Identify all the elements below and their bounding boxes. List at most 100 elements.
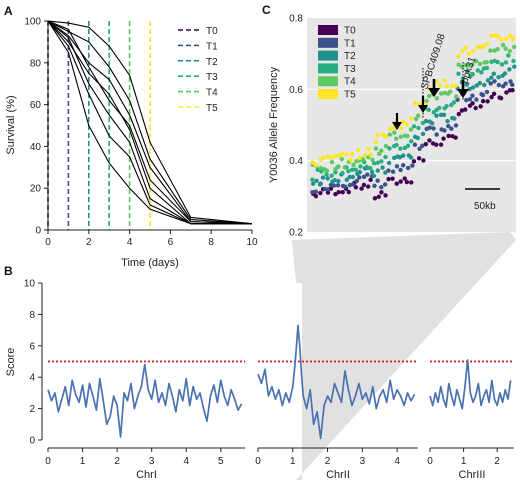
allele-legend-label-t2: T2	[344, 51, 356, 62]
arrow-1-icon	[392, 113, 402, 130]
allele-point-t0	[346, 189, 351, 195]
allele-point-t2	[441, 112, 447, 118]
allele-point-t3	[402, 145, 407, 151]
score-y-tick-label: 8	[29, 310, 35, 321]
allele-point-t3	[333, 170, 338, 175]
allele-point-t2	[491, 71, 497, 76]
survival-series-7	[47, 20, 252, 225]
score-x-tick-label: 0	[45, 456, 51, 467]
score-x-tick-label: 2	[325, 456, 331, 467]
allele-point-t1	[474, 97, 479, 102]
allele-legend-label-t1: T1	[344, 38, 356, 49]
survival-y-ticks: 0 20 40 60 80 100	[24, 17, 48, 237]
allele-legend-swatch-t5	[318, 89, 338, 99]
allele-point-t0	[411, 159, 417, 164]
allele-point-t0	[478, 104, 483, 109]
allele-point-t5	[460, 48, 465, 53]
allele-legend-swatch-t0	[318, 25, 338, 35]
score-series-chrii	[257, 324, 416, 440]
allele-point-t3	[340, 170, 345, 176]
allele-point-t4	[342, 165, 347, 170]
allele-point-t4	[398, 134, 404, 140]
chromosome-label: ChrII	[326, 469, 350, 481]
allele-point-t3	[444, 104, 449, 109]
allele-point-t1	[509, 82, 515, 88]
allele-point-t3	[416, 125, 421, 131]
allele-point-t4	[416, 113, 421, 118]
survival-y-tick-label: 100	[24, 17, 41, 28]
legend-label-t5: T5	[206, 103, 218, 114]
allele-point-t0	[416, 156, 422, 161]
allele-legend-label-t4: T4	[344, 77, 356, 88]
allele-point-t5	[508, 33, 513, 39]
allele-point-t0	[368, 177, 373, 183]
allele-legend-label-t5: T5	[344, 90, 356, 101]
allele-point-t0	[340, 189, 345, 195]
survival-y-tick-label: 0	[35, 226, 41, 237]
allele-point-t3	[470, 71, 475, 77]
allele-point-t3	[464, 69, 470, 74]
allele-point-t0	[489, 94, 494, 100]
allele-legend-swatch-t3	[318, 63, 338, 74]
allele-point-t3	[346, 168, 351, 174]
allele-point-t1	[394, 164, 400, 169]
allele-point-t2	[386, 160, 392, 166]
allele-point-t3	[511, 58, 516, 64]
allele-point-t5	[383, 134, 389, 139]
allele-frequency-chart: 0.2 0.4 0.6 0.8 Y0036 Allele Frequency T0T1…	[268, 14, 517, 239]
allele-point-t4	[477, 61, 483, 67]
survival-y-tick-label: 40	[30, 142, 42, 153]
allele-point-t5	[475, 44, 480, 50]
allele-point-t5	[344, 152, 349, 157]
allele-point-t5	[450, 83, 455, 89]
allele-point-t5	[398, 125, 404, 131]
allele-point-t2	[325, 176, 330, 181]
allele-point-t2	[314, 178, 319, 184]
score-series-chriii	[429, 359, 512, 410]
allele-point-t0	[313, 193, 319, 199]
allele-y-ticks: 0.2 0.4 0.6 0.8	[289, 14, 303, 239]
legend-label-t1: T1	[206, 41, 218, 52]
allele-point-t0	[365, 184, 371, 189]
score-y-tick-label: 6	[29, 341, 35, 352]
arrow-4-icon	[457, 80, 469, 98]
allele-point-t2	[507, 67, 512, 72]
allele-point-t5	[401, 119, 406, 125]
allele-point-t4	[335, 164, 340, 170]
allele-point-t5	[387, 126, 393, 132]
allele-point-t2	[452, 116, 457, 121]
score-x-tick-label: 4	[394, 456, 400, 467]
allele-point-t5	[437, 83, 443, 88]
chromosome-chriii: 0 1 2 ChrIII	[427, 359, 514, 481]
allele-point-t3	[499, 62, 505, 67]
allele-legend-swatch-t4	[318, 76, 338, 87]
allele-point-t2	[420, 131, 426, 137]
allele-point-t0	[510, 88, 515, 93]
allele-point-t0	[427, 138, 432, 143]
allele-point-t4	[376, 151, 382, 157]
allele-point-t4	[503, 46, 508, 51]
allele-point-t1	[420, 143, 425, 149]
allele-point-t5	[365, 146, 371, 151]
survival-y-label: Survival (%)	[5, 95, 17, 154]
allele-point-t1	[382, 182, 388, 187]
allele-point-t1	[313, 189, 319, 194]
allele-point-t3	[495, 59, 500, 65]
score-y-tick-label: 4	[29, 373, 35, 384]
allele-y-tick-label: 0.6	[289, 85, 303, 96]
allele-point-t0	[473, 105, 478, 111]
allele-point-t3	[503, 60, 509, 65]
allele-point-t2	[380, 165, 385, 170]
score-series-chri	[47, 363, 243, 438]
allele-point-t0	[480, 98, 486, 104]
allele-point-t0	[318, 190, 323, 196]
allele-point-t1	[398, 167, 403, 173]
allele-point-t5	[373, 139, 378, 145]
allele-point-t3	[379, 159, 384, 164]
survival-x-label: Time (days)	[121, 257, 179, 269]
allele-point-t2	[375, 168, 380, 173]
allele-point-t3	[420, 120, 426, 126]
allele-point-t0	[441, 136, 446, 141]
allele-point-t5	[362, 152, 368, 158]
allele-point-t0	[446, 133, 451, 139]
